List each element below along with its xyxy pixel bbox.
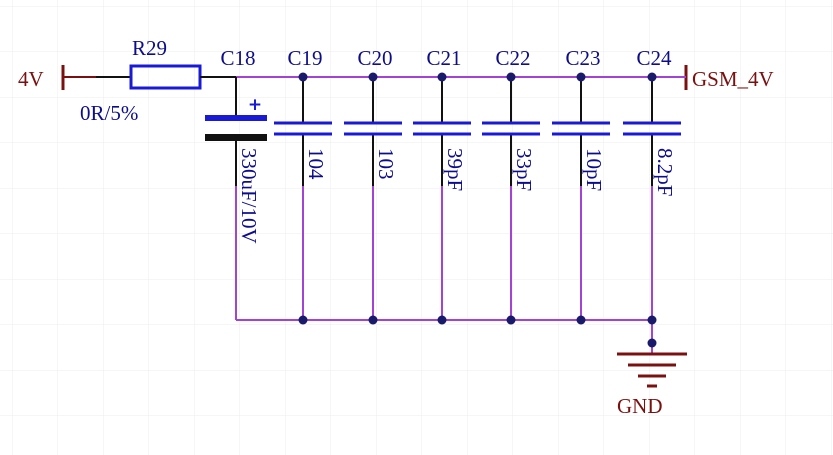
junction-dot <box>368 315 378 325</box>
junction-dot <box>437 315 447 325</box>
junction-dot <box>647 72 657 82</box>
capacitor-designator: C24 <box>636 46 672 70</box>
capacitor-value: 33pF <box>512 148 536 191</box>
capacitor-negative-plate <box>205 134 267 141</box>
ground-symbol[interactable]: GND <box>617 352 687 418</box>
junction-dot <box>437 72 447 82</box>
input-port-label: 4V <box>18 67 44 91</box>
capacitor-c23[interactable]: C23 10pF <box>552 46 610 320</box>
capacitor-designator: C18 <box>220 46 255 70</box>
capacitor-positive-plate <box>205 115 267 121</box>
capacitor-value: 330uF/10V <box>237 148 261 244</box>
capacitor-value: 8.2pF <box>653 148 677 196</box>
junction-dot <box>647 315 657 325</box>
capacitor-c20[interactable]: C20 103 <box>344 46 402 320</box>
junction-dot <box>298 315 308 325</box>
junction-dot <box>506 72 516 82</box>
capacitor-c19[interactable]: C19 104 <box>274 46 332 320</box>
resistor-designator: R29 <box>132 36 167 60</box>
capacitor-c22[interactable]: C22 33pF <box>482 46 540 320</box>
capacitor-value: 103 <box>374 148 398 180</box>
ground-label: GND <box>617 394 663 418</box>
capacitor-value: 39pF <box>443 148 467 191</box>
output-port-label: GSM_4V <box>692 67 774 91</box>
junction-dot <box>576 72 586 82</box>
polarity-mark: + <box>248 95 262 115</box>
capacitor-value: 10pF <box>582 148 606 191</box>
capacitor-value: 104 <box>304 148 328 180</box>
junction-dot <box>647 338 657 348</box>
resistor-value: 0R/5% <box>80 101 138 125</box>
junction-dot <box>506 315 516 325</box>
junction-dot <box>298 72 308 82</box>
capacitor-bank: C18+330uF/10VC19104C20103C2139pFC2233pFC… <box>205 46 681 348</box>
junction-dot <box>576 315 586 325</box>
input-power-port[interactable]: 4V <box>18 65 96 91</box>
resistor-r29[interactable]: R29 0R/5% <box>80 36 236 125</box>
capacitor-designator: C21 <box>426 46 461 70</box>
capacitor-c21[interactable]: C21 39pF <box>413 46 471 320</box>
junction-dot <box>368 72 378 82</box>
capacitor-designator: C22 <box>495 46 530 70</box>
capacitor-designator: C20 <box>357 46 392 70</box>
capacitor-designator: C23 <box>565 46 600 70</box>
capacitor-c18[interactable]: C18 +330uF/10V <box>205 46 267 320</box>
capacitor-designator: C19 <box>287 46 322 70</box>
capacitor-c24[interactable]: C24 8.2pF <box>623 46 681 320</box>
